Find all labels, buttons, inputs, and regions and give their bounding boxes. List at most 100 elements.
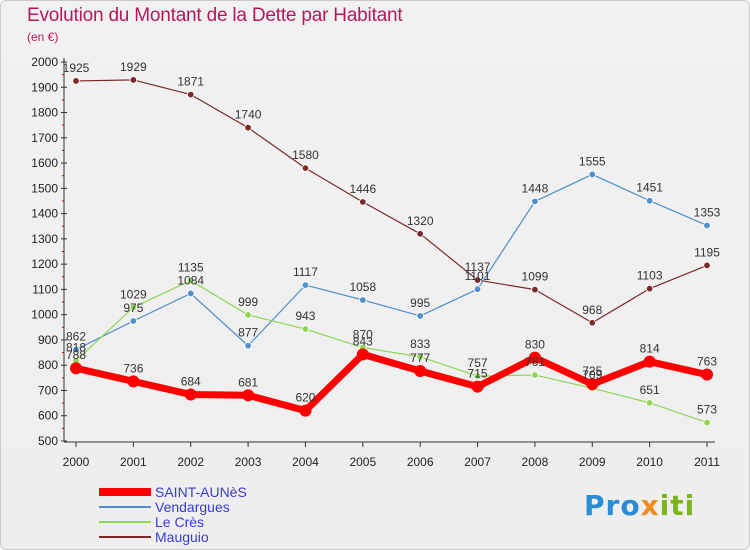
data-point (244, 123, 252, 132)
brand-logo: Proxiti (584, 489, 695, 522)
brand-part-3: iti (659, 489, 696, 522)
y-tick-label: 1000 (31, 308, 58, 322)
series-line-2 (75, 279, 708, 424)
data-point (473, 285, 482, 293)
data-point (359, 198, 367, 206)
data-point (129, 76, 138, 84)
data-label: 573 (697, 403, 717, 417)
data-point (645, 197, 654, 205)
x-tick-label: 2006 (407, 455, 434, 469)
data-label: 870 (353, 328, 373, 342)
data-point (356, 348, 369, 361)
y-tick-label: 1700 (31, 131, 58, 145)
data-point (187, 289, 195, 298)
data-point (72, 77, 80, 85)
x-tick-label: 2003 (235, 455, 262, 469)
x-tick-label: 2011 (694, 455, 720, 469)
y-tick-label: 1900 (31, 80, 58, 94)
chart-subtitle: (en €) (27, 30, 59, 44)
y-tick-label: 1800 (31, 106, 58, 120)
brand-part-1: Pro (584, 489, 641, 522)
legend-swatch (99, 488, 151, 496)
data-label: 1871 (177, 75, 204, 89)
data-point (129, 317, 138, 325)
legend-label: Vendargues (155, 499, 230, 515)
x-tick-label: 2001 (120, 455, 147, 469)
y-tick-label: 1600 (31, 156, 58, 170)
series-line-3 (75, 79, 708, 324)
data-point (416, 312, 424, 320)
data-point (645, 284, 654, 293)
data-point (187, 90, 195, 99)
x-tick-label: 2007 (464, 455, 491, 469)
data-point (473, 372, 482, 380)
data-label: 818 (66, 341, 86, 355)
data-point (703, 221, 711, 230)
data-point (242, 389, 255, 402)
data-label: 1135 (178, 261, 204, 275)
data-point (643, 355, 656, 368)
data-label: 814 (640, 342, 660, 356)
data-point (244, 311, 252, 319)
data-label: 761 (525, 355, 545, 369)
x-tick-label: 2005 (349, 455, 376, 469)
data-label: 943 (295, 309, 315, 323)
y-tick-label: 1400 (31, 207, 58, 221)
series-line-0 (72, 350, 711, 415)
data-point (244, 342, 252, 350)
data-label: 1446 (349, 182, 376, 196)
data-point (301, 164, 310, 172)
data-label: 684 (181, 375, 201, 389)
data-point (586, 378, 599, 391)
data-point (703, 418, 711, 427)
data-label: 725 (582, 364, 602, 378)
brand-part-2: x (640, 489, 660, 522)
y-tick-label: 1100 (32, 282, 58, 296)
data-point (299, 404, 312, 417)
data-point (588, 319, 596, 327)
legend-label: SAINT-AUNèS (155, 484, 247, 500)
data-label: 651 (640, 383, 660, 397)
data-point (531, 197, 539, 206)
data-point (645, 399, 654, 407)
data-point (531, 371, 539, 379)
data-point (588, 170, 596, 179)
data-label: 1451 (636, 181, 663, 195)
y-tick-label: 800 (38, 358, 58, 372)
y-tick-label: 500 (38, 434, 58, 448)
data-label: 1929 (120, 60, 147, 74)
data-label: 1103 (637, 269, 663, 283)
data-point (528, 351, 541, 364)
data-label: 709 (582, 368, 602, 382)
data-point (184, 388, 197, 401)
data-label: 1448 (522, 181, 549, 195)
legend-label: Le Crès (155, 514, 205, 530)
data-point (416, 353, 424, 361)
x-tick-label: 2009 (579, 455, 606, 469)
x-tick-label: 2002 (177, 455, 204, 469)
data-point (127, 375, 140, 388)
data-label: 1117 (293, 265, 318, 279)
chart-title: Evolution du Montant de la Dette par Hab… (27, 5, 403, 26)
data-label: 833 (410, 337, 430, 351)
data-label: 877 (238, 326, 258, 340)
data-point (129, 303, 138, 312)
series-line-1 (75, 173, 708, 351)
data-label: 1555 (579, 154, 606, 168)
data-point (416, 230, 424, 238)
x-tick-label: 2010 (636, 455, 663, 469)
data-label: 1580 (292, 148, 319, 162)
data-label: 681 (238, 375, 258, 389)
data-point (531, 285, 539, 294)
data-label: 999 (238, 295, 258, 309)
data-label: 975 (123, 301, 143, 315)
y-tick-label: 900 (38, 333, 58, 347)
data-label: 1353 (694, 205, 721, 219)
data-label: 1320 (407, 214, 434, 228)
data-label: 1099 (522, 270, 549, 284)
x-tick-label: 2008 (522, 455, 549, 469)
data-label: 1058 (349, 280, 376, 294)
legend-swatch (99, 521, 151, 523)
x-tick-label: 2004 (292, 455, 319, 469)
